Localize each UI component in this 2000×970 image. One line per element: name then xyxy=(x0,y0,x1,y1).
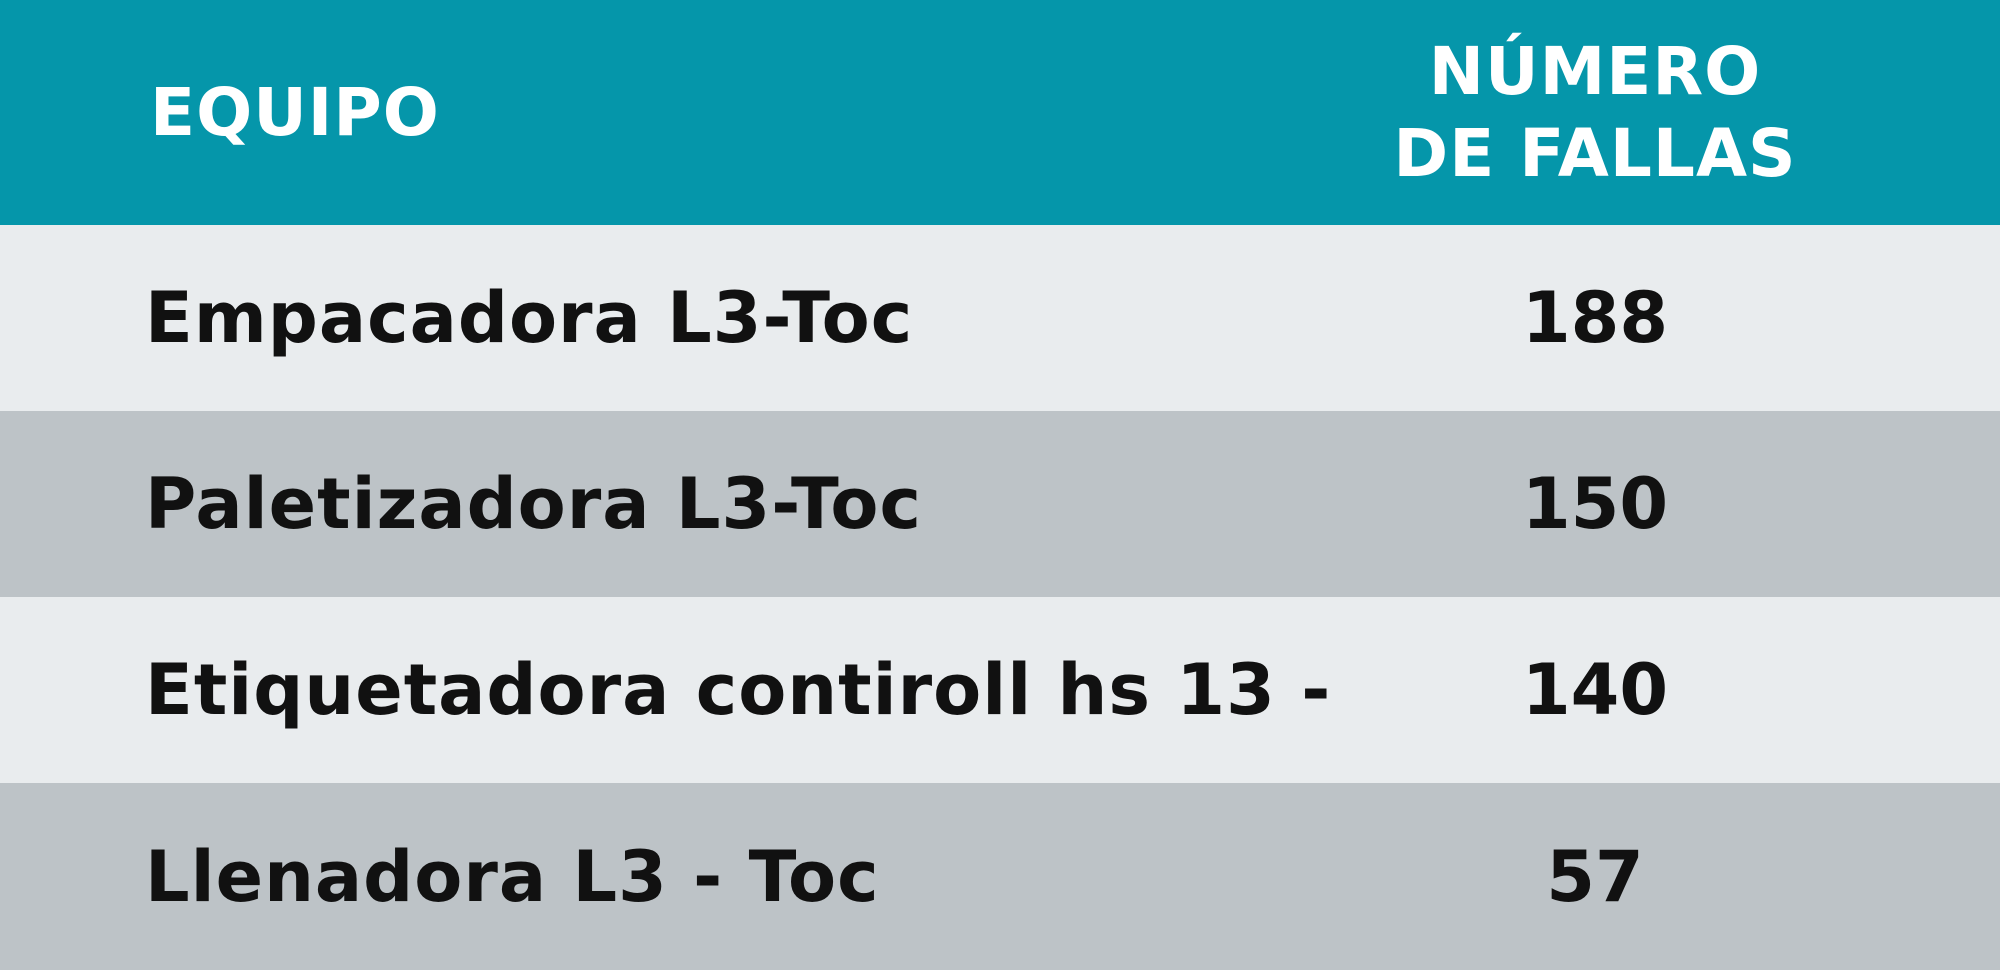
table-row: Empacadora L3-Toc 188 xyxy=(0,225,2000,411)
equipo-cell: Llenadora L3 - Toc xyxy=(145,835,880,918)
equipo-cell: Paletizadora L3-Toc xyxy=(145,463,923,545)
table-row: Llenadora L3 - Toc 57 xyxy=(0,783,2000,970)
table-row: Paletizadora L3-Toc 150 xyxy=(0,411,2000,597)
table-header: EQUIPO NÚMERO DE FALLAS xyxy=(0,0,2000,225)
column-header-numero-de-fallas: NÚMERO DE FALLAS xyxy=(1380,0,1810,225)
equipo-cell: Etiquetadora contiroll hs 13 - xyxy=(145,649,1332,731)
fallas-cell: 57 xyxy=(1546,835,1644,918)
table-row: Etiquetadora contiroll hs 13 - 140 xyxy=(0,597,2000,783)
column-header-fallas-line1: NÚMERO xyxy=(1428,32,1762,110)
column-header-equipo: EQUIPO xyxy=(150,74,440,151)
fallas-cell: 150 xyxy=(1521,463,1669,545)
fallas-cell: 188 xyxy=(1521,277,1669,359)
fallas-cell: 140 xyxy=(1521,649,1669,731)
column-header-fallas-line2: DE FALLAS xyxy=(1393,114,1797,192)
equipo-cell: Empacadora L3-Toc xyxy=(145,277,914,359)
